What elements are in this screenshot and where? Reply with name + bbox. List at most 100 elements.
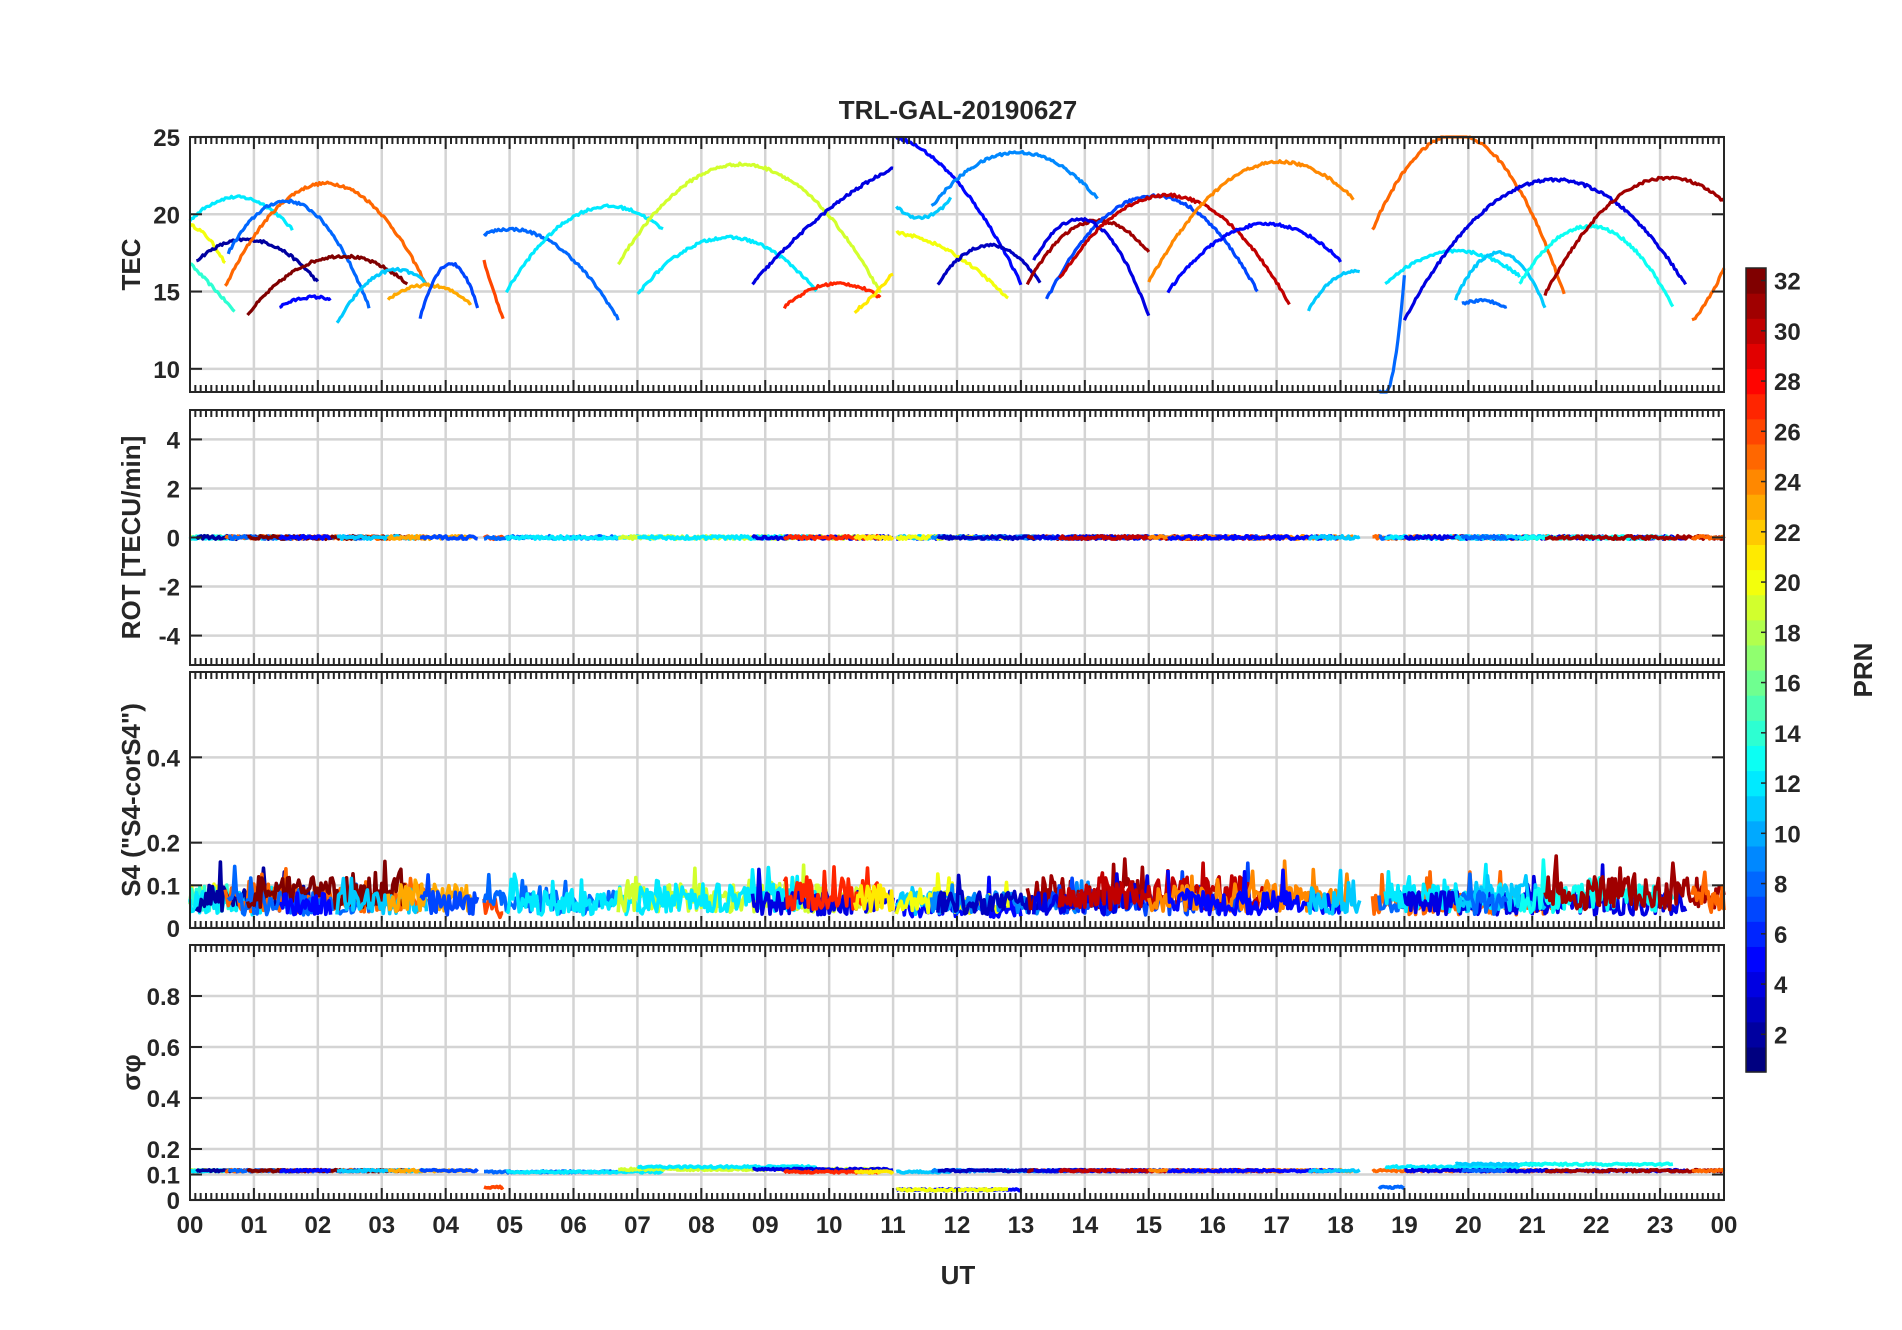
series-line-prn-27 (782, 281, 882, 310)
x-tick-label: 03 (368, 1212, 395, 1239)
colorbar-swatch (1746, 544, 1766, 571)
y-tick-label: 0.2 (147, 1137, 180, 1164)
colorbar-swatch (1746, 745, 1766, 772)
series-line-prn-5 (278, 533, 332, 541)
colorbar-swatch (1746, 1046, 1766, 1073)
colorbar-tick-label: 16 (1774, 671, 1801, 698)
colorbar-tick-label: 26 (1774, 419, 1801, 446)
x-tick-label: 22 (1583, 1212, 1610, 1239)
figure-title: TRL-GAL-20190627 (839, 95, 1077, 125)
colorbar-swatch (1746, 795, 1766, 822)
y-tick-label: -4 (159, 624, 181, 651)
x-tick-label: 15 (1135, 1212, 1162, 1239)
y-tick-label: 0.6 (147, 1035, 180, 1062)
series-line-prn-2 (195, 237, 320, 283)
colorbar-tick-label: 20 (1774, 570, 1801, 597)
x-tick-label: 20 (1455, 1212, 1482, 1239)
panel-tec-minor-ticks (189, 136, 1725, 392)
series-line-prn-12 (188, 194, 294, 231)
panel-sigma: 00.10.2 0.4 0.6 0.8 σφ (116, 944, 1726, 1215)
series-line-prn-21 (853, 534, 895, 541)
x-tick-label: 08 (688, 1212, 715, 1239)
colorbar-swatch (1746, 268, 1766, 294)
series-line-prn-4 (1402, 176, 1688, 321)
series-line-prn-8 (1461, 1168, 1508, 1174)
series-line-prn-5 (1166, 221, 1342, 294)
x-tick-label: 04 (432, 1212, 459, 1239)
colorbar-swatch (1746, 1021, 1766, 1048)
colorbar-swatch (1746, 443, 1766, 470)
series-line-prn-12 (505, 203, 664, 294)
colorbar-swatch (1746, 619, 1766, 646)
colorbar-swatch (1746, 343, 1766, 370)
x-tick-label: 16 (1199, 1212, 1226, 1239)
panel-sigma-minor-ticks (189, 945, 1725, 1201)
x-axis-label: UT (941, 1260, 976, 1290)
panel-tec: 10 15 20 25 TEC (116, 125, 1726, 394)
x-tick-label: 00 (1711, 1212, 1738, 1239)
series-line-prn-24 (1147, 159, 1355, 283)
y-tick-label: 25 (153, 125, 180, 152)
panel-tec-ylabel: TEC (116, 238, 146, 290)
series-line-prn-14 (189, 262, 236, 313)
series-line-prn-32 (245, 859, 410, 911)
series-line-prn-26 (482, 259, 505, 320)
colorbar-swatch (1746, 393, 1766, 420)
series-line-prn-5 (279, 891, 333, 917)
y-tick-label: 0.2 (147, 831, 180, 858)
colorbar-swatch (1746, 569, 1766, 596)
x-tick-label: 06 (560, 1212, 587, 1239)
y-tick-label: 20 (153, 202, 180, 229)
colorbar-swatch (1746, 996, 1766, 1023)
panel-rot-ylabel: ROT [TECU/min] (116, 436, 146, 640)
colorbar-swatch (1746, 318, 1766, 344)
series-line-prn-8 (482, 226, 620, 321)
series-line-prn-13 (1518, 223, 1675, 308)
series-line-prn-12 (1384, 1164, 1521, 1170)
series-line-prn-11 (1307, 268, 1361, 312)
x-tick-label: 11 (880, 1212, 905, 1239)
y-tick-label: 4 (167, 427, 181, 454)
y-tick-label: 15 (153, 280, 180, 307)
y-tick-label: 0 (167, 1188, 180, 1215)
colorbar-tick-label: 28 (1774, 369, 1801, 396)
series-line-prn-7 (418, 1167, 479, 1174)
series-line-prn-11 (895, 196, 953, 221)
colorbar-tick-label: 24 (1774, 470, 1801, 497)
series-line-prn-30 (1058, 192, 1291, 306)
series-line-prn-12 (504, 872, 664, 917)
panel-s4: 0 0.1 0.2 0.4S4 ("S4-corS4") (116, 671, 1726, 943)
x-tick-label: 10 (816, 1212, 843, 1239)
panel-rot-frame (189, 409, 1725, 666)
series-line-prn-12 (1384, 248, 1521, 286)
y-tick-label: 0.1 (147, 1163, 180, 1190)
series-line-prn-8 (1460, 872, 1509, 917)
series-line-prn-31 (1025, 218, 1151, 286)
colorbar-swatch (1746, 896, 1766, 922)
panel-tec-series (188, 135, 1726, 394)
x-tick-label: 13 (1008, 1212, 1035, 1239)
colorbar-tick-label: 32 (1774, 269, 1801, 296)
series-line-prn-12 (636, 1164, 818, 1170)
colorbar-swatch (1746, 644, 1766, 671)
series-line-prn-13 (1518, 1161, 1674, 1168)
series-line-prn-11 (1308, 533, 1361, 542)
series-line-prn-12 (636, 234, 818, 295)
colorbar-tick-label: 12 (1774, 771, 1801, 798)
y-tick-label: 0.1 (147, 873, 180, 900)
series-line-prn-11 (335, 266, 427, 324)
series-line-prn-4 (1032, 217, 1151, 317)
series-line-prn-20 (188, 223, 227, 264)
x-tick-label: 19 (1391, 1212, 1418, 1239)
colorbar-frame (1745, 267, 1767, 1073)
x-tick-label: 07 (624, 1212, 651, 1239)
series-line-prn-11 (1454, 250, 1547, 309)
colorbar-swatch (1746, 469, 1766, 495)
series-line-prn-7 (419, 873, 480, 917)
series-line-prn-3 (936, 242, 1042, 286)
colorbar-tick-label: 6 (1774, 922, 1787, 949)
colorbar-swatch (1746, 845, 1766, 872)
series-line-prn-9 (930, 149, 1099, 207)
